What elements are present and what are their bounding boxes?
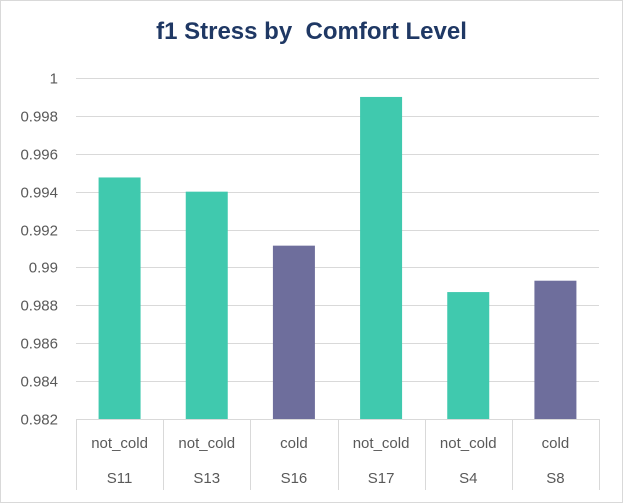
x-category-level-label: not_cold (440, 435, 497, 452)
y-axis-tick-labels: 0.982 0.984 0.986 0.988 0.99 0.992 0.994 0.996 0… (20, 71, 58, 429)
gridlines (76, 78, 599, 420)
y-tick-label: 0.982 (20, 412, 58, 429)
y-tick-label: 0.994 (20, 185, 58, 202)
x-category-level-label: not_cold (91, 435, 148, 452)
x-category-subject-label: S16 (281, 470, 308, 487)
y-tick-label: 1 (50, 71, 58, 88)
x-category-level-label: cold (280, 435, 308, 452)
bars (98, 96, 577, 419)
bar-s16 (272, 245, 315, 419)
bar-s17 (360, 96, 403, 419)
x-category-subject-label: S17 (368, 470, 395, 487)
x-category-subject-label: S8 (546, 470, 564, 487)
y-tick-label: 0.984 (20, 374, 58, 391)
y-tick-label: 0.996 (20, 147, 58, 164)
chart-title: f1 Stress by Comfort Level (156, 18, 467, 45)
x-category-level-label: not_cold (178, 435, 235, 452)
bar-s11 (98, 177, 141, 419)
bar-s4 (447, 292, 490, 419)
y-tick-label: 0.998 (20, 109, 58, 126)
y-tick-label: 0.988 (20, 298, 58, 315)
bar-s13 (185, 191, 228, 419)
x-axis: not_cold S11 not_cold S13 cold S16 not_cold S17… (76, 419, 600, 490)
x-category-subject-label: S4 (459, 470, 477, 487)
x-category-level-label: not_cold (353, 435, 410, 452)
x-category-subject-label: S11 (107, 470, 133, 487)
y-tick-label: 0.992 (20, 223, 58, 240)
y-tick-label: 0.986 (20, 336, 58, 353)
y-tick-label: 0.99 (29, 260, 58, 277)
x-category-level-label: cold (542, 435, 570, 452)
x-category-subject-label: S13 (193, 470, 220, 487)
bar-s8 (534, 280, 577, 419)
